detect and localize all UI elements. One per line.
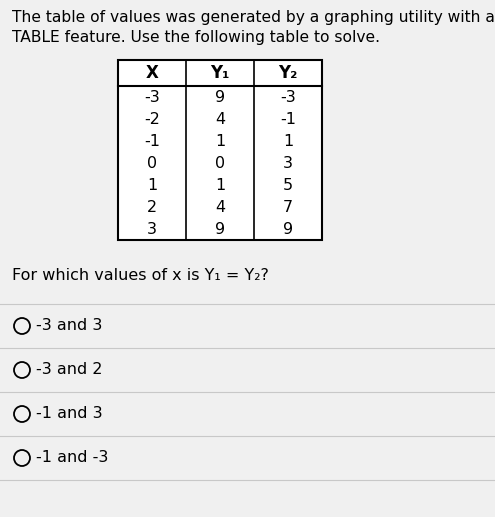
Text: For which values of x is Y₁ = Y₂?: For which values of x is Y₁ = Y₂? [12,268,269,283]
Text: 1: 1 [283,133,293,148]
Text: 5: 5 [283,177,293,192]
Text: 0: 0 [147,156,157,171]
Text: 2: 2 [147,200,157,215]
Text: -3 and 2: -3 and 2 [36,362,102,377]
Text: 3: 3 [283,156,293,171]
Text: TABLE feature. Use the following table to solve.: TABLE feature. Use the following table t… [12,30,380,45]
Text: -1: -1 [144,133,160,148]
Text: 0: 0 [215,156,225,171]
Text: 9: 9 [215,89,225,104]
Bar [118,60,322,240]
Text: 9: 9 [215,221,225,236]
Text: 3: 3 [147,221,157,236]
Text: 7: 7 [283,200,293,215]
Text: The table of values was generated by a graphing utility with a: The table of values was generated by a g… [12,10,495,25]
Text: Y₂: Y₂ [278,64,297,82]
Text: 4: 4 [215,112,225,127]
Text: 1: 1 [215,177,225,192]
Text: 4: 4 [215,200,225,215]
Text: -1 and 3: -1 and 3 [36,406,102,421]
Text: 1: 1 [147,177,157,192]
Bar [118,60,322,240]
Text: X: X [146,64,158,82]
Text: -2: -2 [144,112,160,127]
Text: -3 and 3: -3 and 3 [36,318,102,333]
Text: 1: 1 [215,133,225,148]
Text: -1: -1 [280,112,296,127]
Text: -3: -3 [280,89,296,104]
Text: -1 and -3: -1 and -3 [36,450,108,465]
Text: 9: 9 [283,221,293,236]
Text: Y₁: Y₁ [210,64,230,82]
Text: -3: -3 [144,89,160,104]
